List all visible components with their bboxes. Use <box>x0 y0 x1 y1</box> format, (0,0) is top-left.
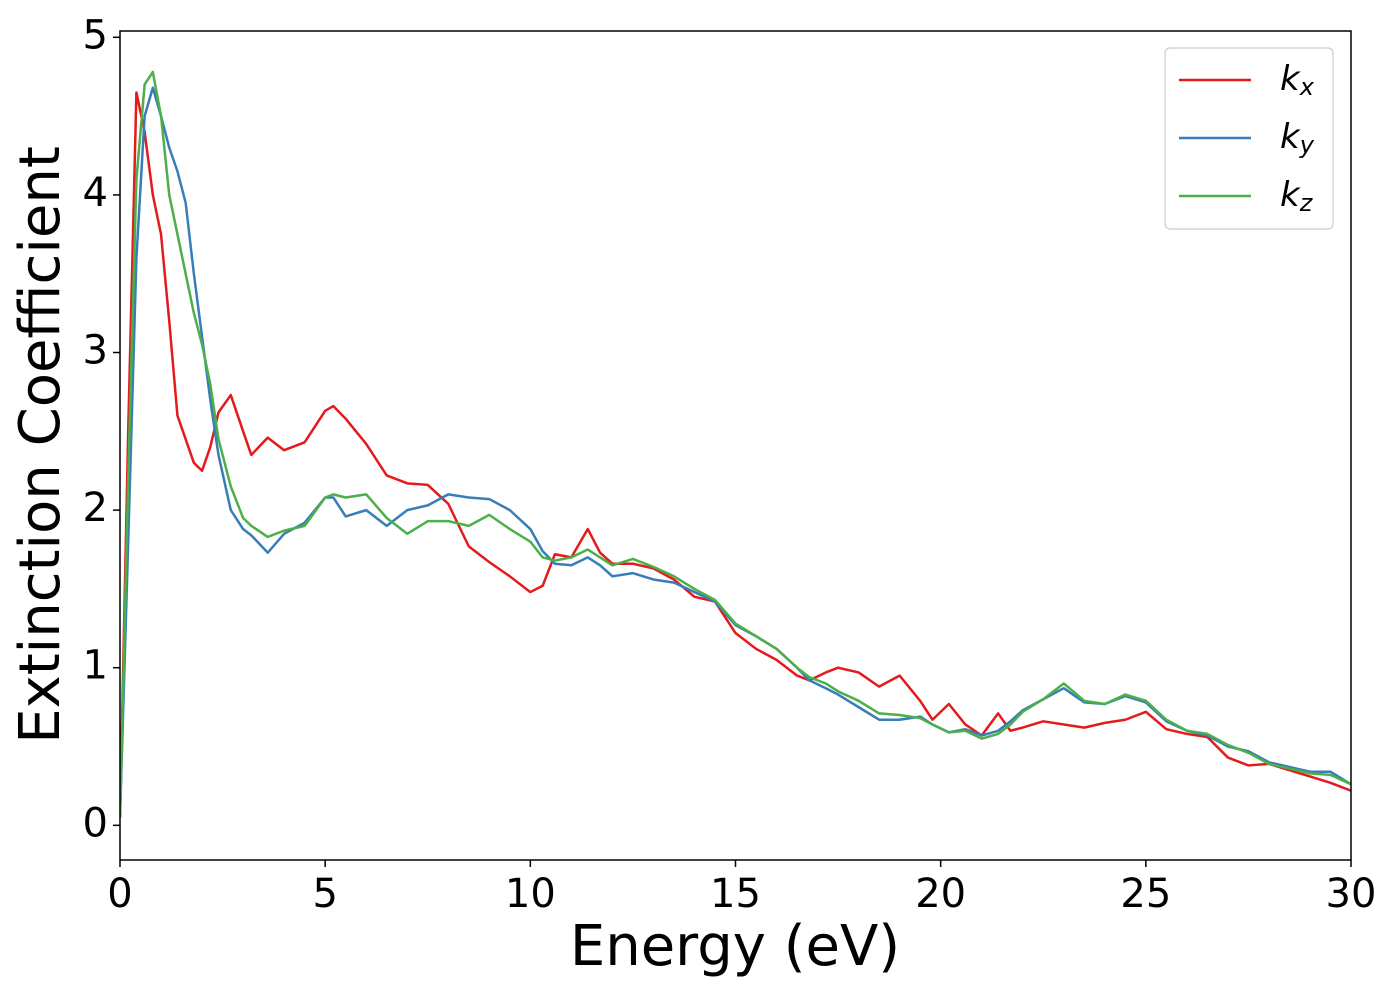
legend-label: ky <box>1280 117 1315 160</box>
x-tick-label: 15 <box>710 871 761 917</box>
legend-label: kx <box>1280 59 1315 102</box>
y-tick-label: 3 <box>83 328 108 374</box>
y-tick-label: 4 <box>83 170 108 216</box>
data-line <box>120 91 1351 818</box>
y-axis-label: Extinction Coefficient <box>8 146 73 744</box>
x-tick-label: 0 <box>107 871 132 917</box>
x-tick-label: 20 <box>915 871 966 917</box>
y-tick-label: 2 <box>83 485 108 531</box>
y-tick-label: 0 <box>83 800 108 846</box>
legend-label: kz <box>1280 175 1314 218</box>
plot-frame <box>119 30 1352 861</box>
x-tick-label: 5 <box>312 871 337 917</box>
x-tick-label: 25 <box>1120 871 1171 917</box>
x-axis-label: Energy (eV) <box>570 914 900 979</box>
x-tick-label: 30 <box>1326 871 1377 917</box>
y-tick-label: 5 <box>83 12 108 58</box>
x-tick-label: 10 <box>505 871 556 917</box>
y-tick-label: 1 <box>83 643 108 689</box>
data-line <box>120 70 1351 818</box>
